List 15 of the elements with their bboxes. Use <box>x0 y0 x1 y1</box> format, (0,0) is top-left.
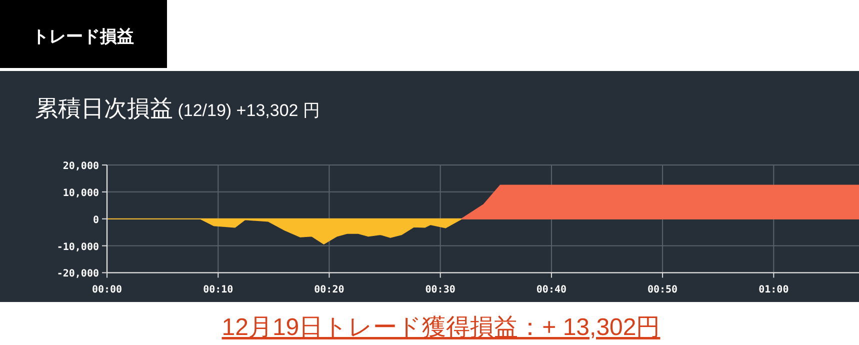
chart-title: トレード損益 <box>32 27 134 46</box>
x-tick-label: 01:00 <box>758 284 789 296</box>
x-tick-label: 00:50 <box>647 284 678 296</box>
x-tick-label: 00:10 <box>203 284 234 296</box>
x-tick-label: 00:00 <box>92 284 122 296</box>
y-tick-label: 0 <box>92 214 99 226</box>
x-tick-label: 00:30 <box>425 284 456 296</box>
y-tick-label: -20,000 <box>56 268 99 280</box>
x-tick-label: 00:40 <box>536 284 567 296</box>
chart-subtitle: 累積日次損益 (12/19) +13,302 円 <box>35 95 320 121</box>
text: 12月19日トレード獲得損益：+ 13,302円 <box>222 314 660 341</box>
y-tick-label: 20,000 <box>62 161 99 172</box>
y-tick-label: 10,000 <box>62 188 99 199</box>
y-tick-label: -10,000 <box>56 242 99 253</box>
x-tick-label: 00:20 <box>314 284 344 296</box>
